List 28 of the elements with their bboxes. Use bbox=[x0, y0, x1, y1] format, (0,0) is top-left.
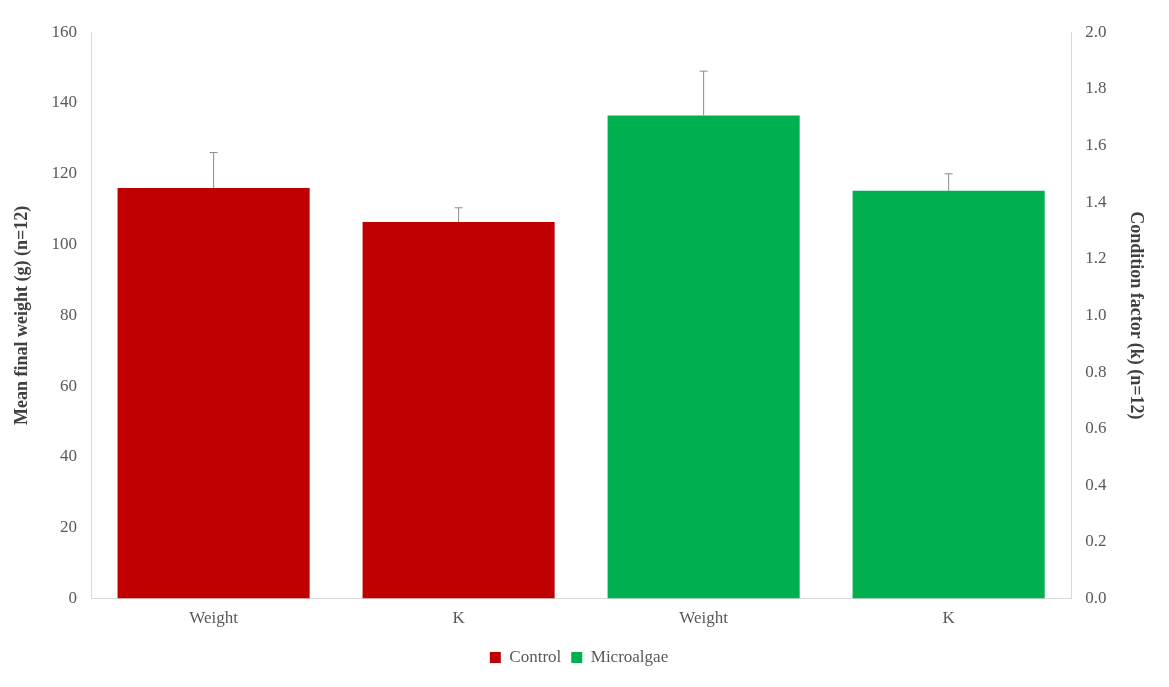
y-tick-label: 0 bbox=[68, 588, 78, 608]
y2-tick-label: 0.8 bbox=[1085, 361, 1107, 381]
y2-tick-label: 0.2 bbox=[1085, 531, 1107, 551]
y-axis-title: Mean final weight (g) (n=12) bbox=[11, 205, 33, 426]
legend-label: Control bbox=[509, 646, 562, 666]
y-tick-label: 140 bbox=[51, 92, 78, 112]
legend-label: Microalgae bbox=[590, 646, 669, 666]
x-tick-label: Weight bbox=[189, 608, 239, 628]
y-tick-label: 120 bbox=[51, 163, 78, 183]
x-tick-label: K bbox=[942, 608, 956, 628]
x-tick-label: K bbox=[452, 608, 466, 628]
y2-tick-label: 1.8 bbox=[1085, 78, 1107, 98]
y2-tick-label: 0.4 bbox=[1085, 474, 1107, 494]
x-tick-label: Weight bbox=[679, 608, 729, 628]
y-tick-label: 100 bbox=[51, 234, 78, 254]
y2-tick-label: 0.6 bbox=[1085, 418, 1107, 438]
y-tick-label: 80 bbox=[60, 304, 78, 324]
y2-tick-label: 1.0 bbox=[1085, 304, 1107, 324]
y-tick-label: 60 bbox=[60, 375, 78, 395]
y2-axis-title: Condition factor (k) (n=12) bbox=[1125, 211, 1147, 420]
y-tick-label: 160 bbox=[51, 21, 78, 41]
y2-tick-label: 0.0 bbox=[1085, 588, 1107, 608]
y-tick-label: 40 bbox=[60, 446, 78, 466]
y-tick-label: 20 bbox=[60, 517, 78, 537]
y2-tick-label: 1.2 bbox=[1085, 248, 1107, 268]
y2-tick-label: 1.4 bbox=[1085, 191, 1107, 211]
y2-tick-label: 2.0 bbox=[1085, 21, 1107, 41]
y2-tick-label: 1.6 bbox=[1085, 134, 1107, 154]
